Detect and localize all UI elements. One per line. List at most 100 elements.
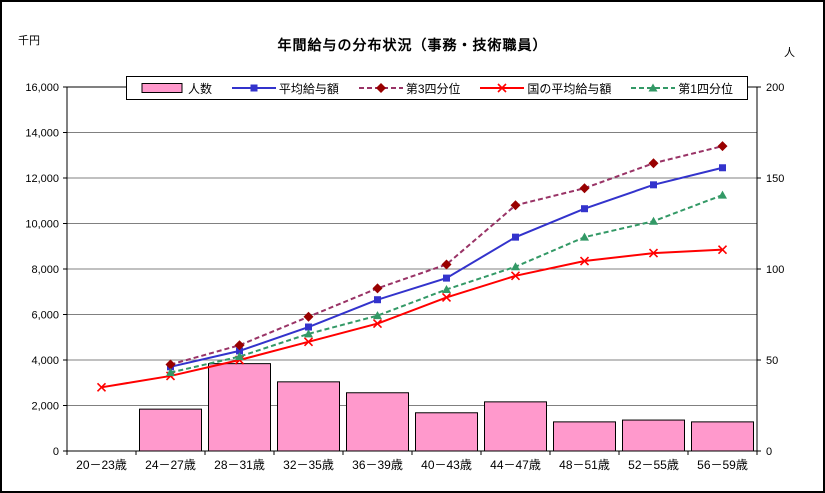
marker-diamond <box>579 183 590 194</box>
left-axis: 0 2,000 4,000 6,000 8,000 10,000 12,000 14,000 1… <box>25 82 67 458</box>
chart-title: 年間給与の分布状況（事務・技術職員） <box>277 37 548 53</box>
left-axis-tick-label: 2,000 <box>31 401 59 413</box>
bar-headcount <box>553 421 616 452</box>
x-axis: 20－23歳 24－27歳 28－31歳 32－35歳 36－39歳 40－43歳 44－4… <box>66 451 758 472</box>
line-national-average-salary <box>101 248 723 389</box>
left-axis-tick-label: 10,000 <box>25 219 59 231</box>
legend-item-first-quartile: 第1四分位 <box>631 80 733 97</box>
bar-headcount <box>346 392 409 452</box>
marker-diamond <box>372 283 383 294</box>
marker-x <box>579 256 590 266</box>
marker-triangle <box>235 352 244 361</box>
marker-x <box>96 382 107 392</box>
legend-swatch-third-quartile-icon <box>358 83 403 93</box>
right-axis-unit-label: 人 <box>784 47 795 59</box>
marker-x <box>510 271 521 281</box>
right-axis-tick-label: 50 <box>766 355 778 367</box>
right-axis-tick-label: 0 <box>766 446 772 458</box>
line-third-quartile <box>170 145 723 366</box>
marker-x <box>717 245 728 255</box>
right-axis-tick-label: 150 <box>766 173 784 185</box>
legend-item-headcount: 人数 <box>141 80 212 97</box>
bar-headcount <box>139 408 202 452</box>
bar-headcount <box>415 412 478 452</box>
legend-swatch-headcount-icon <box>141 83 183 93</box>
marker-diamond <box>717 141 728 152</box>
marker-triangle <box>373 311 382 320</box>
bar-headcount <box>691 421 754 452</box>
marker-triangle <box>304 329 313 338</box>
marker-x <box>303 337 314 347</box>
marker-square <box>719 164 726 172</box>
marker-x <box>441 292 452 303</box>
legend-item-third-quartile: 第3四分位 <box>358 80 461 97</box>
legend-swatch-average-salary-icon <box>231 84 276 92</box>
x-axis-category-label: 24－27歳 <box>145 458 196 472</box>
marker-square <box>250 84 258 92</box>
marker-square <box>443 274 450 282</box>
bar-series-headcount <box>139 363 754 452</box>
marker-triangle <box>442 284 451 293</box>
x-axis-category-label: 36－39歳 <box>352 458 403 472</box>
left-axis-unit-label: 千円 <box>18 35 40 47</box>
bar-headcount <box>208 363 271 452</box>
marker-diamond <box>165 359 176 370</box>
marker-diamond <box>441 259 452 270</box>
marker-triangle <box>511 262 520 271</box>
x-axis-category-label: 20－23歳 <box>76 458 127 472</box>
x-axis-category-label: 32－35歳 <box>283 458 334 472</box>
legend-label-average-salary: 平均給与額 <box>278 81 339 96</box>
legend-item-average-salary: 平均給与額 <box>231 80 339 97</box>
marker-square <box>236 347 243 355</box>
marker-square <box>305 323 312 331</box>
legend-swatch-first-quartile-icon <box>631 83 676 92</box>
left-axis-tick-label: 6,000 <box>31 310 59 322</box>
marker-x <box>372 319 383 329</box>
line-series-third-quartile <box>165 141 728 370</box>
left-axis-tick-label: 0 <box>53 446 59 458</box>
marker-diamond <box>510 200 521 211</box>
marker-triangle <box>580 232 589 241</box>
legend-item-national-average-salary: 国の平均給与額 <box>480 80 611 97</box>
legend-label-headcount: 人数 <box>188 81 213 96</box>
legend-label-national-average-salary: 国の平均給与額 <box>527 81 612 96</box>
marker-square <box>374 296 381 304</box>
chart-legend: 人数 平均給与額 第3四分位 国の平均給与額 第1四分位 <box>126 76 748 100</box>
x-axis-category-label: 40－43歳 <box>421 458 472 472</box>
bar-headcount <box>277 381 340 452</box>
x-axis-category-label: 52－55歳 <box>628 458 679 472</box>
legend-label-third-quartile: 第3四分位 <box>405 81 461 96</box>
left-axis-tick-label: 8,000 <box>31 264 59 276</box>
marker-diamond <box>234 340 245 351</box>
marker-triangle <box>166 368 175 377</box>
marker-square <box>650 181 657 189</box>
left-axis-tick-label: 14,000 <box>25 128 59 140</box>
right-axis-tick-label: 200 <box>766 82 784 94</box>
legend-bar-swatch <box>141 83 183 93</box>
x-axis-category-label: 56－59歳 <box>697 458 748 472</box>
left-axis-tick-label: 16,000 <box>25 82 59 94</box>
marker-diamond <box>648 158 659 169</box>
marker-triangle <box>718 190 727 199</box>
bar-headcount <box>484 401 547 452</box>
right-axis: 0 50 100 150 200 <box>757 82 784 458</box>
right-axis-tick-label: 100 <box>766 264 784 276</box>
legend-swatch-national-average-salary-icon <box>480 83 525 93</box>
marker-triangle <box>648 83 658 92</box>
line-series-first-quartile <box>166 190 727 377</box>
x-axis-category-label: 48－51歳 <box>559 458 610 472</box>
marker-x <box>648 248 659 258</box>
marker-square <box>581 205 588 213</box>
legend-label-first-quartile: 第1四分位 <box>678 81 733 96</box>
x-axis-category-label: 28－31歳 <box>214 458 265 472</box>
marker-diamond <box>303 311 314 322</box>
bar-headcount <box>622 419 685 452</box>
marker-x <box>497 83 507 93</box>
marker-triangle <box>649 216 658 225</box>
marker-diamond <box>375 83 386 93</box>
gridlines <box>67 132 757 406</box>
left-axis-tick-label: 12,000 <box>25 173 59 185</box>
x-axis-category-label: 44－47歳 <box>490 458 541 472</box>
marker-square <box>512 233 519 241</box>
